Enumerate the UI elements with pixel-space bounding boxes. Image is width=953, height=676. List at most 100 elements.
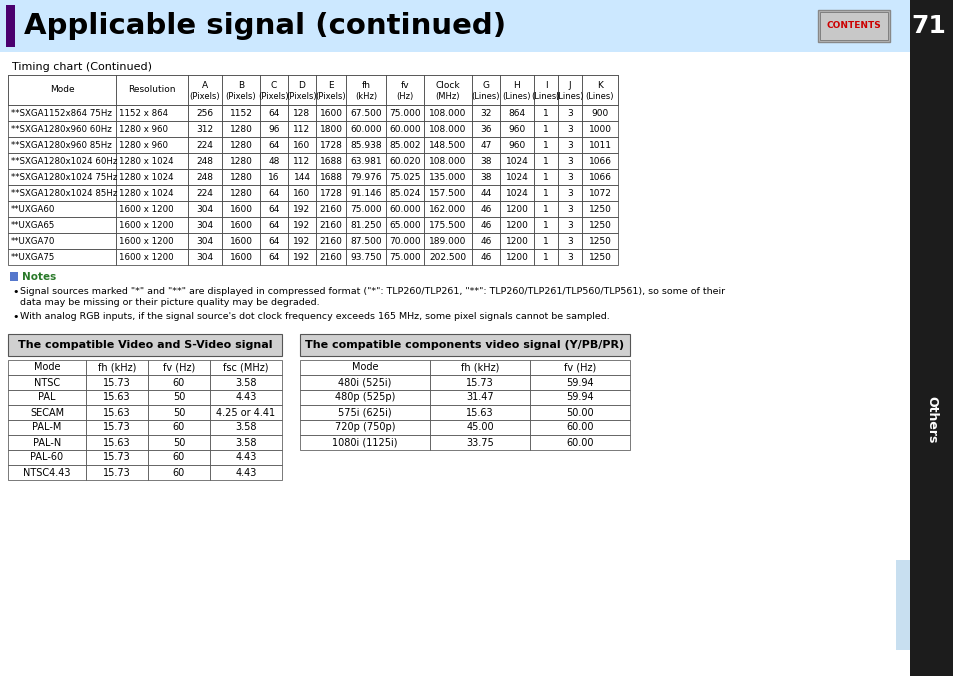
Bar: [499, 137, 534, 153]
Text: 1280: 1280: [230, 124, 253, 133]
Bar: [8, 375, 86, 390]
Bar: [8, 137, 116, 153]
Text: 1728: 1728: [319, 189, 342, 197]
Bar: [423, 233, 472, 249]
Text: 1280: 1280: [230, 157, 253, 166]
Bar: [210, 465, 282, 480]
Text: 2160: 2160: [319, 205, 342, 214]
Bar: [188, 153, 222, 169]
Bar: [260, 105, 288, 121]
Bar: [346, 137, 386, 153]
Bar: [530, 435, 629, 450]
Text: 65.000: 65.000: [389, 220, 420, 229]
Text: 480p (525p): 480p (525p): [335, 393, 395, 402]
Bar: [260, 217, 288, 233]
Text: 864: 864: [508, 109, 525, 118]
Bar: [386, 249, 423, 265]
Bar: [909, 0, 953, 676]
Text: 304: 304: [196, 205, 213, 214]
Bar: [222, 105, 260, 121]
Bar: [472, 121, 499, 137]
Text: **UXGA75: **UXGA75: [11, 253, 55, 262]
Text: 1600: 1600: [230, 253, 253, 262]
Bar: [581, 137, 618, 153]
Bar: [315, 169, 346, 185]
Text: 1066: 1066: [588, 172, 611, 181]
Bar: [188, 185, 222, 201]
Bar: [288, 185, 315, 201]
Bar: [558, 233, 581, 249]
Text: 1688: 1688: [319, 172, 342, 181]
Bar: [581, 249, 618, 265]
Bar: [8, 465, 86, 480]
Text: 79.976: 79.976: [350, 172, 381, 181]
Bar: [288, 217, 315, 233]
Text: 175.500: 175.500: [429, 220, 466, 229]
Bar: [116, 233, 188, 249]
Text: 60.00: 60.00: [566, 437, 593, 448]
Bar: [116, 217, 188, 233]
Text: 50.00: 50.00: [565, 408, 593, 418]
Bar: [222, 75, 260, 105]
Bar: [386, 75, 423, 105]
Text: 304: 304: [196, 237, 213, 245]
Text: 1: 1: [542, 109, 548, 118]
Text: 1066: 1066: [588, 157, 611, 166]
Bar: [386, 201, 423, 217]
Text: 50: 50: [172, 408, 185, 418]
Text: 112: 112: [294, 124, 311, 133]
Text: 50: 50: [172, 393, 185, 402]
Bar: [288, 121, 315, 137]
Bar: [8, 233, 116, 249]
Text: E: E: [328, 80, 334, 89]
Text: 85.002: 85.002: [389, 141, 420, 149]
Text: 32: 32: [479, 109, 491, 118]
Text: 60: 60: [172, 422, 185, 433]
Text: 3.58: 3.58: [235, 377, 256, 387]
Text: 81.250: 81.250: [350, 220, 381, 229]
Text: 1000: 1000: [588, 124, 611, 133]
Text: 312: 312: [196, 124, 213, 133]
Bar: [8, 249, 116, 265]
Text: D: D: [298, 80, 305, 89]
Text: 64: 64: [268, 141, 279, 149]
Bar: [315, 75, 346, 105]
Text: 304: 304: [196, 220, 213, 229]
Bar: [534, 233, 558, 249]
Text: **UXGA60: **UXGA60: [11, 205, 55, 214]
Text: 75.025: 75.025: [389, 172, 420, 181]
Bar: [8, 450, 86, 465]
Bar: [430, 420, 530, 435]
Text: (Pixels): (Pixels): [226, 91, 256, 101]
Text: 45.00: 45.00: [466, 422, 494, 433]
Bar: [346, 105, 386, 121]
Bar: [386, 153, 423, 169]
Text: 202.500: 202.500: [429, 253, 466, 262]
Text: **SXGA1280x1024 60Hz: **SXGA1280x1024 60Hz: [11, 157, 117, 166]
Text: **SXGA1280x1024 75Hz: **SXGA1280x1024 75Hz: [11, 172, 117, 181]
Text: 248: 248: [196, 157, 213, 166]
Text: (Lines): (Lines): [585, 91, 614, 101]
Text: 1: 1: [542, 253, 548, 262]
Bar: [222, 201, 260, 217]
Bar: [472, 137, 499, 153]
Text: 1600 x 1200: 1600 x 1200: [119, 220, 173, 229]
Bar: [116, 201, 188, 217]
Text: •: •: [12, 312, 18, 322]
Text: 15.73: 15.73: [103, 422, 131, 433]
Text: (Pixels): (Pixels): [258, 91, 289, 101]
Bar: [534, 121, 558, 137]
Text: (MHz): (MHz): [436, 91, 459, 101]
Text: G: G: [482, 80, 489, 89]
Bar: [222, 169, 260, 185]
Text: 85.024: 85.024: [389, 189, 420, 197]
Text: 1: 1: [542, 220, 548, 229]
Bar: [581, 75, 618, 105]
Bar: [423, 249, 472, 265]
Text: 575i (625i): 575i (625i): [337, 408, 392, 418]
Bar: [210, 450, 282, 465]
Text: 4.43: 4.43: [235, 452, 256, 462]
Bar: [8, 75, 618, 105]
Bar: [581, 169, 618, 185]
Bar: [8, 153, 116, 169]
